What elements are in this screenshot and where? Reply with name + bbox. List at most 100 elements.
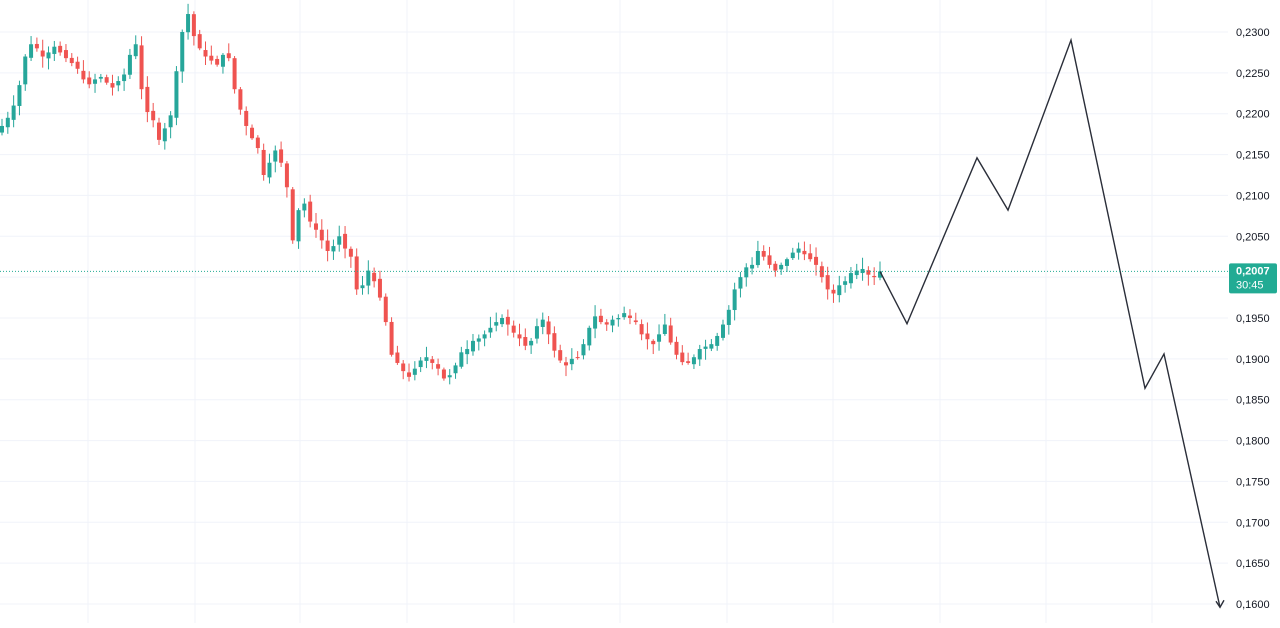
price-axis-tick-label: 0,2150	[1236, 150, 1270, 162]
candle-body	[69, 57, 74, 64]
candle-body	[779, 264, 784, 270]
candle-body	[534, 326, 539, 339]
candle-body	[703, 346, 708, 349]
candle-body	[343, 233, 348, 249]
candle-body	[598, 315, 603, 323]
candle-body	[203, 50, 208, 57]
candle-body	[622, 313, 627, 318]
price-axis-tick-label: 0,1900	[1236, 354, 1270, 366]
candle-body	[721, 324, 726, 338]
candle-body	[691, 357, 696, 365]
grid-lines	[0, 0, 1228, 623]
candle-body	[168, 115, 173, 128]
candlesticks	[0, 3, 882, 385]
candle-body	[331, 246, 336, 252]
candle-body	[308, 201, 313, 222]
candle-body	[407, 372, 412, 377]
candle-body	[110, 83, 115, 88]
candle-body	[593, 316, 598, 329]
candle-body	[494, 322, 499, 326]
candle-body	[186, 14, 191, 33]
candle-body	[255, 137, 260, 149]
candle-body	[645, 333, 650, 340]
candle-body	[814, 256, 819, 265]
candle-body	[296, 210, 301, 242]
candle-body	[104, 77, 109, 83]
candle-body	[52, 46, 57, 54]
candle-body	[17, 85, 22, 106]
current-price-tag: 0,2007 30:45	[1229, 263, 1277, 294]
current-price-tag-background	[1229, 263, 1277, 294]
candle-body	[697, 349, 702, 360]
candle-body	[709, 344, 714, 349]
candle-body	[122, 74, 127, 82]
candle-body	[220, 54, 225, 67]
candle-body	[29, 44, 34, 58]
candle-body	[313, 223, 318, 230]
candle-body	[93, 79, 98, 84]
candle-body	[837, 285, 842, 296]
candle-body	[5, 117, 10, 128]
candle-body	[662, 324, 667, 334]
candle-body	[436, 364, 441, 369]
candle-body	[872, 275, 877, 278]
candle-body	[180, 32, 185, 72]
candle-body	[878, 271, 882, 278]
price-axis-tick-label: 0,2300	[1236, 27, 1270, 39]
candle-body	[215, 58, 220, 65]
candle-body	[383, 296, 388, 323]
candle-body	[430, 359, 435, 363]
candle-body	[848, 273, 853, 284]
candle-body	[145, 86, 150, 113]
candle-body	[825, 275, 830, 290]
candle-body	[87, 77, 92, 85]
candle-body	[744, 267, 749, 278]
candle-body	[0, 125, 4, 133]
candle-body	[470, 340, 475, 352]
candle-body	[418, 360, 423, 368]
price-axis-tick-label: 0,1750	[1236, 476, 1270, 488]
projection-arrowhead	[1215, 599, 1225, 609]
candle-body	[250, 127, 255, 139]
candle-body	[81, 70, 86, 80]
candle-body	[482, 334, 487, 339]
candle-body	[319, 229, 324, 241]
projection-path	[879, 37, 1225, 609]
candle-body	[523, 337, 528, 346]
candle-body	[273, 150, 278, 162]
candle-body	[657, 334, 662, 342]
candle-body	[11, 105, 16, 120]
candle-body	[773, 263, 778, 271]
candle-body	[750, 264, 755, 269]
candle-body	[156, 122, 161, 140]
candle-body	[569, 358, 574, 365]
candle-body	[162, 128, 167, 142]
candle-body	[790, 252, 795, 259]
candle-body	[401, 363, 406, 372]
candle-body	[517, 334, 522, 339]
price-axis[interactable]: 0,2300 0,2250 0,2200 0,2150 0,2100 0,2050 0,19…	[1236, 27, 1270, 611]
candle-body	[395, 352, 400, 363]
price-axis-tick-label: 0,1700	[1236, 517, 1270, 529]
candle-body	[796, 248, 801, 253]
candle-body	[453, 365, 458, 374]
candle-body	[302, 203, 307, 211]
candle-body	[686, 361, 691, 363]
candle-body	[633, 320, 638, 323]
candle-body	[174, 71, 179, 118]
candle-body	[738, 277, 743, 289]
candle-body	[412, 368, 417, 375]
candle-body	[284, 163, 289, 188]
candle-body	[261, 149, 266, 175]
candle-body	[465, 349, 470, 355]
candle-body	[476, 338, 481, 342]
candle-body	[854, 270, 859, 276]
price-axis-tick-label: 0,1650	[1236, 558, 1270, 570]
candle-body	[755, 250, 760, 266]
candle-body	[34, 43, 39, 49]
candle-body	[58, 45, 63, 53]
candle-body	[500, 318, 505, 325]
candle-body	[668, 325, 673, 343]
